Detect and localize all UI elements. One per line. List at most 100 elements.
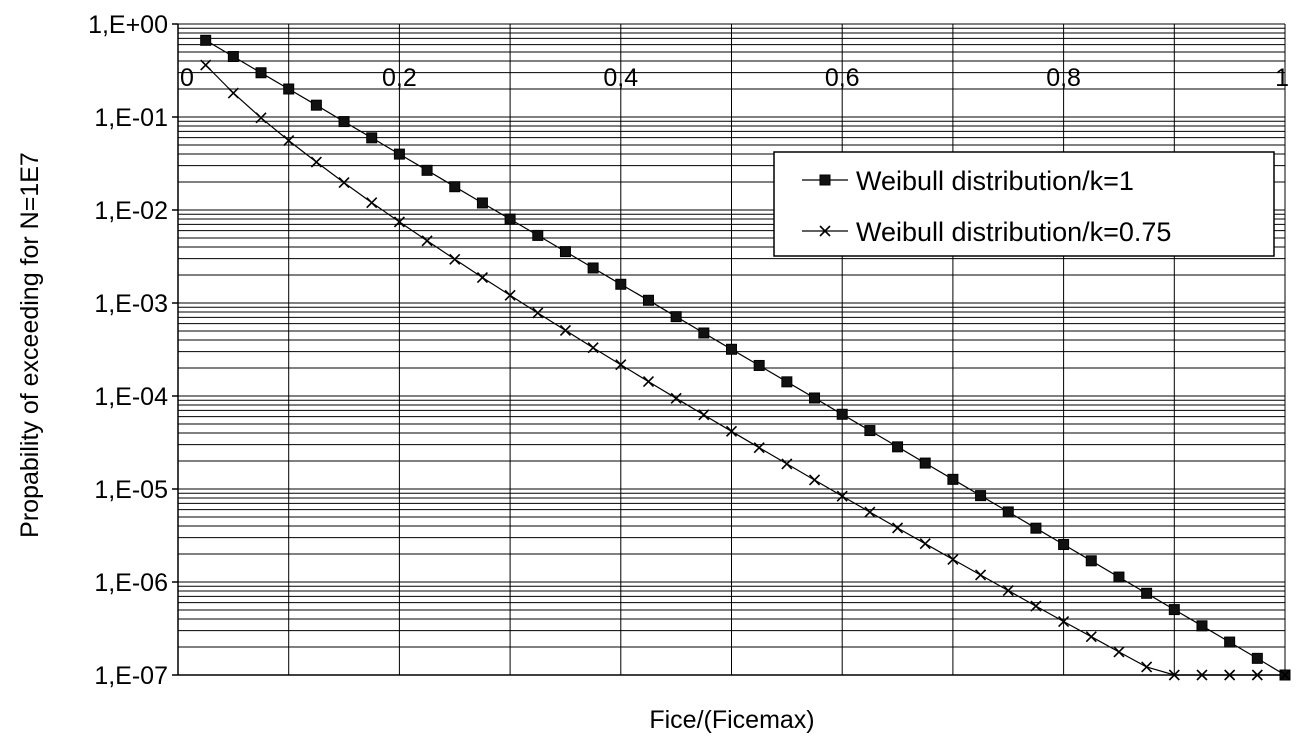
data-point-x-stroke — [310, 156, 322, 168]
data-point-square — [1141, 587, 1153, 599]
data-point-x-stroke — [891, 522, 904, 534]
data-point-square — [1224, 636, 1236, 648]
data-point-square — [1251, 652, 1263, 664]
data-point-x — [1058, 615, 1070, 628]
x-tick-label: 0 — [180, 64, 194, 92]
data-point-x-stroke — [1279, 669, 1291, 681]
data-point-square — [642, 294, 654, 306]
axes — [172, 23, 1285, 676]
data-point-square — [919, 457, 931, 469]
data-point-x-stroke — [864, 506, 876, 518]
data-point-square — [310, 99, 322, 111]
x-tick-label: 0,6 — [825, 64, 860, 92]
data-point-x — [615, 359, 627, 371]
data-point-x-stroke — [504, 289, 516, 301]
data-point-x — [421, 235, 433, 247]
data-point-x-stroke — [1113, 646, 1125, 658]
data-point-x-stroke — [819, 225, 831, 237]
legend: Weibull distribution/k=1 Weibull distribu… — [773, 151, 1275, 257]
data-point-x-stroke — [559, 324, 572, 336]
data-point-x — [1279, 669, 1291, 681]
data-point-x-stroke — [615, 359, 627, 371]
data-point-square — [532, 229, 544, 241]
data-point-square — [698, 327, 710, 339]
data-point-x-stroke — [449, 253, 461, 265]
data-point-x — [366, 197, 378, 209]
data-point-square — [1058, 539, 1070, 551]
data-point-x — [1251, 669, 1263, 681]
data-point-square — [1196, 620, 1208, 632]
x-axis-title: Fice/(Ficemax) — [649, 706, 814, 734]
data-point-x-stroke — [1141, 661, 1153, 673]
data-point-x-stroke — [476, 271, 488, 284]
data-point-square — [781, 376, 793, 388]
data-point-x — [449, 253, 461, 265]
data-point-x-stroke — [808, 474, 821, 486]
data-point-x — [919, 538, 931, 550]
data-point-x — [642, 375, 655, 388]
data-point-square — [421, 164, 433, 176]
data-point-square — [366, 132, 378, 144]
data-point-square — [615, 278, 627, 290]
data-point-x-stroke — [1251, 669, 1263, 681]
x-tick-label: 0,8 — [1046, 64, 1081, 92]
y-tick-label: 1,E-02 — [94, 197, 168, 225]
data-point-x — [227, 87, 239, 99]
data-point-x — [1085, 631, 1097, 643]
data-point-square — [1030, 522, 1042, 534]
data-point-x-stroke — [781, 458, 793, 470]
data-point-x — [310, 156, 322, 168]
y-tick-label: 1,E-07 — [94, 662, 168, 690]
data-point-x-stroke — [393, 216, 405, 228]
data-point-x — [753, 442, 765, 454]
data-point-square — [1085, 555, 1097, 567]
data-point-square — [947, 473, 959, 485]
data-point-x-stroke — [753, 442, 765, 454]
data-point-square — [504, 213, 516, 225]
data-point-x — [947, 553, 959, 565]
data-point-x — [1224, 669, 1236, 681]
tick-labels: 1,E+00 1,E-01 1,E-02 1,E-03 1,E-04 1,E-05 1,E-… — [88, 11, 1289, 690]
x-tick-label: 1 — [1275, 64, 1289, 92]
y-tick-label: 1,E-01 — [94, 104, 168, 132]
data-point-x — [725, 425, 738, 437]
data-point-x-stroke — [836, 490, 848, 502]
data-point-x — [393, 216, 405, 228]
data-point-x — [836, 490, 848, 502]
data-point-square — [393, 148, 405, 160]
data-point-x — [781, 458, 793, 470]
legend-box — [773, 151, 1275, 257]
data-point-x — [1113, 646, 1125, 658]
data-point-x-stroke — [1168, 669, 1180, 681]
data-point-x — [504, 289, 516, 301]
y-tick-label: 1,E-03 — [94, 290, 168, 318]
data-point-x — [255, 112, 267, 124]
data-point-x-stroke — [200, 59, 212, 71]
data-point-x — [1168, 669, 1180, 681]
data-point-x-stroke — [366, 197, 378, 209]
data-point-x-stroke — [975, 569, 987, 581]
data-point-square — [1168, 604, 1180, 616]
data-point-x — [698, 409, 710, 421]
data-point-x — [864, 506, 876, 518]
data-point-square — [283, 83, 295, 95]
data-point-x-stroke — [338, 177, 350, 189]
legend-label: Weibull distribution/k=1 — [856, 166, 1134, 196]
data-point-square — [864, 425, 876, 437]
data-point-x-stroke — [227, 87, 239, 99]
data-point-x — [559, 324, 572, 336]
data-point-square — [819, 174, 831, 186]
data-point-x — [1030, 600, 1042, 612]
y-tick-label: 1,E-06 — [94, 569, 168, 597]
data-point-square — [227, 51, 239, 63]
data-point-x-stroke — [642, 375, 655, 388]
series-lines — [205, 39, 1286, 676]
data-point-square — [449, 181, 461, 193]
y-tick-label: 1,E-05 — [94, 476, 168, 504]
x-tick-label: 0,4 — [603, 64, 638, 92]
data-point-square — [975, 490, 987, 502]
data-point-x-stroke — [947, 553, 959, 565]
data-point-x — [670, 392, 682, 404]
data-point-x — [476, 271, 488, 284]
data-point-x — [808, 474, 821, 486]
